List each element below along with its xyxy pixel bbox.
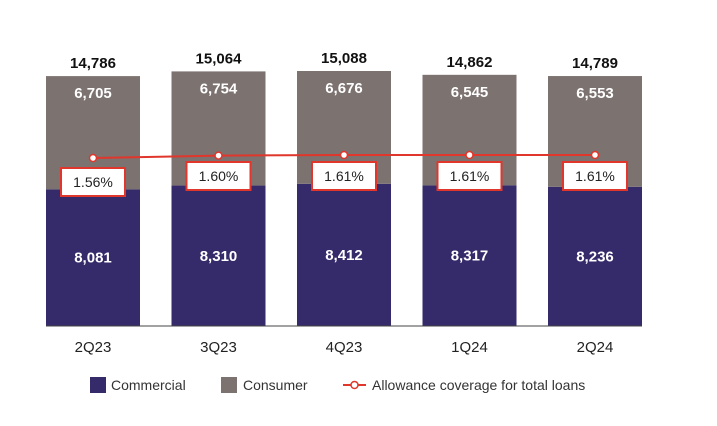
coverage-label-1Q24: 1.61% xyxy=(450,168,490,184)
bar-commercial-2Q24 xyxy=(548,186,642,326)
label-consumer-2Q23: 6,705 xyxy=(74,85,112,102)
legend-label-coverage: Allowance coverage for total loans xyxy=(372,377,585,393)
legend: Commercial Consumer Allowance coverage for… xyxy=(90,377,585,393)
coverage-point-1Q24 xyxy=(465,150,474,160)
legend-swatch-consumer xyxy=(221,377,237,393)
label-commercial-4Q23: 8,412 xyxy=(325,247,363,264)
label-consumer-4Q23: 6,676 xyxy=(325,80,363,97)
coverage-line-group: 1.56% 1.60% 1.61% 1.61% 1.61% xyxy=(60,150,628,197)
label-consumer-3Q23: 6,754 xyxy=(200,80,238,97)
label-commercial-3Q23: 8,310 xyxy=(200,248,238,265)
bar-commercial-2Q23 xyxy=(46,189,140,326)
labels-group: 8,081 6,705 14,786 2Q23 8,310 6,754 15,064 3Q23… xyxy=(70,50,618,356)
bar-commercial-3Q23 xyxy=(171,185,266,326)
coverage-point-2Q23 xyxy=(88,153,98,163)
bars-group xyxy=(46,71,642,326)
bar-commercial-4Q23 xyxy=(297,183,391,326)
label-consumer-2Q24: 6,553 xyxy=(576,85,614,102)
legend-marker-coverage xyxy=(350,380,359,390)
label-total-4Q23: 15,088 xyxy=(321,50,367,67)
coverage-point-4Q23 xyxy=(339,150,349,160)
label-total-2Q24: 14,789 xyxy=(572,55,618,72)
coverage-point-2Q24 xyxy=(590,150,600,160)
coverage-label-box-2Q23 xyxy=(60,167,126,197)
coverage-label-2Q23: 1.56% xyxy=(73,174,113,190)
legend-swatch-commercial xyxy=(90,377,106,393)
x-tick-label-2Q24: 2Q24 xyxy=(577,339,614,356)
coverage-label-box-3Q23 xyxy=(185,161,252,191)
x-tick-label-4Q23: 4Q23 xyxy=(326,339,363,356)
coverage-label-box-2Q24 xyxy=(562,161,628,191)
label-commercial-2Q24: 8,236 xyxy=(576,248,614,265)
coverage-label-box-4Q23 xyxy=(311,161,377,191)
coverage-point-3Q23 xyxy=(214,151,223,160)
coverage-label-2Q24: 1.61% xyxy=(575,168,615,184)
label-commercial-2Q23: 8,081 xyxy=(74,250,112,267)
label-total-1Q24: 14,862 xyxy=(447,54,493,71)
x-tick-label-1Q24: 1Q24 xyxy=(451,339,488,356)
bar-commercial-1Q24 xyxy=(422,185,517,326)
label-total-2Q23: 14,786 xyxy=(70,55,116,72)
coverage-label-4Q23: 1.61% xyxy=(324,168,364,184)
label-consumer-1Q24: 6,545 xyxy=(451,84,489,101)
legend-label-consumer: Consumer xyxy=(243,377,308,393)
label-commercial-1Q24: 8,317 xyxy=(451,248,489,265)
coverage-label-box-1Q24 xyxy=(436,161,503,191)
x-tick-label-3Q23: 3Q23 xyxy=(200,339,237,356)
legend-label-commercial: Commercial xyxy=(111,377,186,393)
x-tick-label-2Q23: 2Q23 xyxy=(75,339,112,356)
label-total-3Q23: 15,064 xyxy=(196,50,243,67)
coverage-label-3Q23: 1.60% xyxy=(199,168,239,184)
